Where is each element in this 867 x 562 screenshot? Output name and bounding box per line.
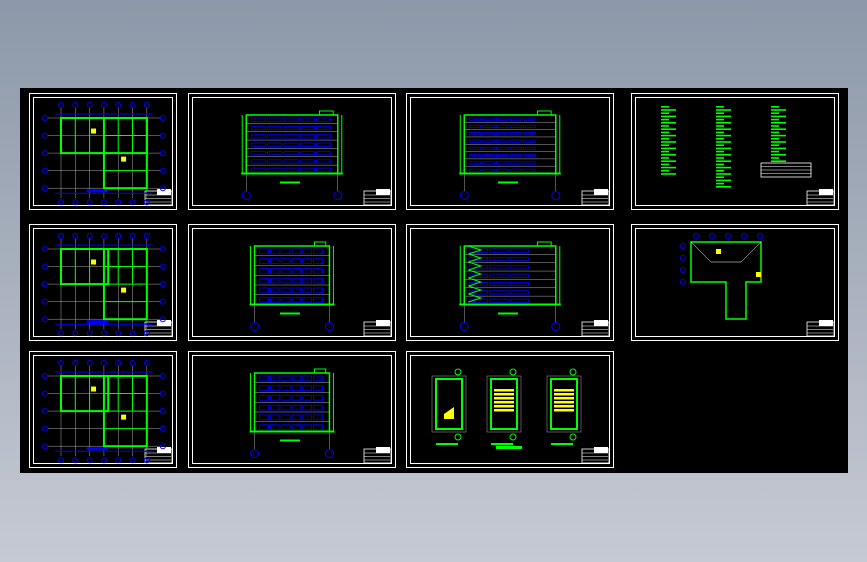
drawing-sheet-elevation-wide[interactable]: [188, 351, 396, 468]
drawing-elevation-wide: [249, 241, 335, 331]
drawing-notes: [661, 106, 812, 188]
drawing-sheet-section[interactable]: [406, 224, 614, 341]
drawing-sheet-roof-plan[interactable]: [631, 224, 839, 341]
drawing-sheet-elevation[interactable]: [188, 93, 396, 210]
drawing-stair-details: [431, 368, 582, 449]
title-block: [363, 189, 392, 206]
title-block: [581, 447, 610, 464]
drawing-elevation-wide: [249, 368, 335, 458]
drawing-elevation-tall: [459, 110, 561, 200]
drawing-sheet-elevation-wide[interactable]: [188, 224, 396, 341]
title-block: [806, 320, 835, 337]
drawing-roof-plan: [680, 233, 763, 320]
drawing-elevation: [241, 110, 343, 200]
drawing-sheets: [29, 93, 839, 468]
drawing-floor-plan: [42, 102, 166, 206]
drawing-sheet-elevation-tall[interactable]: [406, 93, 614, 210]
title-block: [581, 189, 610, 206]
drawing-floor-plan: [42, 360, 166, 464]
title-block: [581, 320, 610, 337]
drawing-sheet-floor-plan[interactable]: [29, 351, 177, 468]
title-block: [363, 320, 392, 337]
drawing-sheet-floor-plan[interactable]: [29, 93, 177, 210]
title-block: [806, 189, 835, 206]
drawing-sheet-stair-details[interactable]: [406, 351, 614, 468]
drawing-canvas[interactable]: [20, 88, 848, 473]
drawing-sheet-floor-plan[interactable]: [29, 224, 177, 341]
title-block: [363, 447, 392, 464]
drawing-section: [459, 241, 561, 331]
drawing-sheet-notes[interactable]: [631, 93, 839, 210]
drawing-floor-plan: [42, 233, 166, 337]
